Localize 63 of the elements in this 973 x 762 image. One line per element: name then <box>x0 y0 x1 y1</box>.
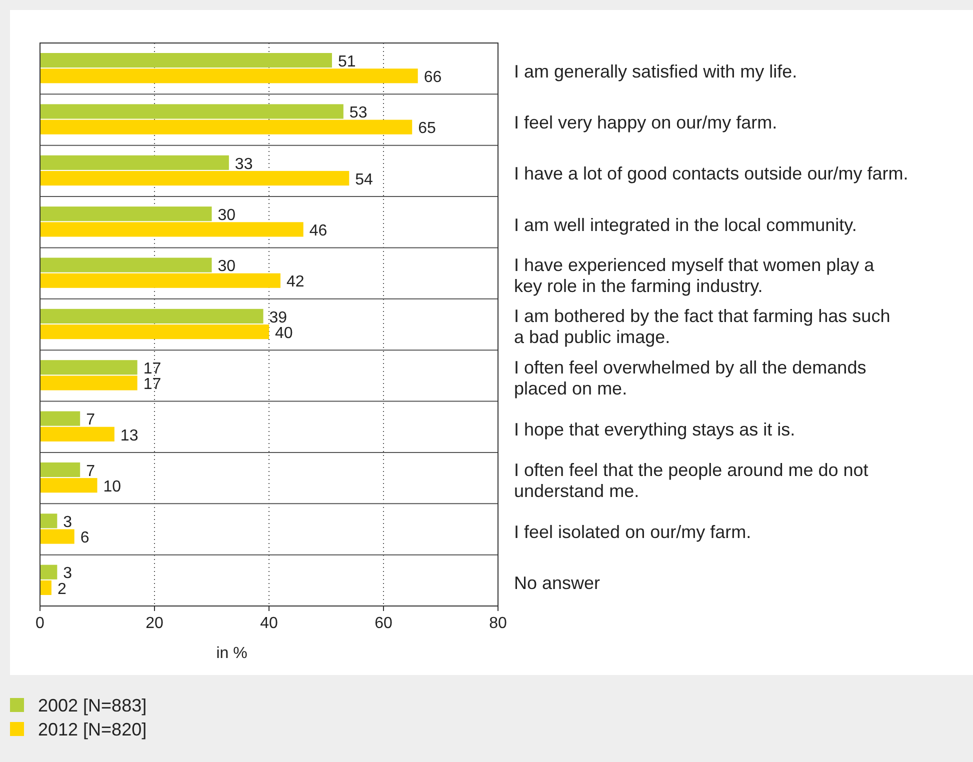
bar <box>40 529 74 544</box>
data-label: 42 <box>286 274 304 291</box>
y-tick-label: I have a lot of good contacts outside our/my farm. <box>514 164 908 184</box>
y-tick-label: I often feel overwhelmed by all the demands placed on me. <box>514 357 866 398</box>
data-label: 65 <box>418 120 436 138</box>
bar <box>40 104 344 119</box>
x-tick-label: 40 <box>260 615 278 632</box>
data-label: 40 <box>275 324 293 342</box>
bar <box>40 324 269 340</box>
x-tick-label: 60 <box>374 615 392 632</box>
bar <box>40 155 229 170</box>
y-tick-label: No answer <box>514 573 600 594</box>
data-label: 7 <box>86 412 96 429</box>
bar <box>40 514 58 528</box>
data-label: 10 <box>103 478 122 496</box>
data-label: 54 <box>355 171 374 188</box>
y-tick-label: I often feel that the people around me do not understand me. <box>514 460 868 501</box>
bar <box>40 170 350 186</box>
bar <box>40 376 138 390</box>
data-label: 3 <box>63 565 72 582</box>
data-label: 30 <box>218 206 236 224</box>
x-tick-label: 20 <box>146 615 164 632</box>
y-tick-label: I hope that everything stays as it is. <box>514 420 796 440</box>
data-label: 13 <box>120 427 138 444</box>
y-tick-label: I feel isolated on our/my farm. <box>514 522 752 542</box>
bar <box>40 308 264 324</box>
bar <box>40 222 304 237</box>
data-label: 46 <box>309 222 328 240</box>
y-tick-label: I feel very happy on our/my farm. <box>514 112 778 132</box>
bar <box>40 564 58 580</box>
data-label: 6 <box>80 530 90 547</box>
y-tick-label: I am bothered by the fact that farming has such a bad public image. <box>514 306 890 348</box>
bar <box>40 360 138 375</box>
bar <box>40 258 212 272</box>
data-label: 53 <box>349 104 368 122</box>
data-label: 33 <box>234 156 253 173</box>
y-tick-label: I have experienced myself that women play a key role in the farming industry. <box>514 255 876 296</box>
data-label: 66 <box>424 68 442 86</box>
bar <box>40 120 412 134</box>
legend-label: 2002 [N=883] <box>38 695 147 716</box>
bar <box>40 206 212 222</box>
y-tick-label: I am well integrated in the local community. <box>514 214 857 235</box>
bar <box>40 68 418 84</box>
bar <box>40 426 114 442</box>
bar <box>40 462 80 478</box>
x-tick-label: 0 <box>36 615 45 632</box>
data-label: 51 <box>338 53 356 70</box>
x-tick-label: 80 <box>489 615 507 632</box>
y-tick-label: I am generally satisfied with my life. <box>514 61 798 82</box>
data-label: 39 <box>269 309 288 326</box>
bar <box>40 580 52 595</box>
data-label: 3 <box>63 514 72 532</box>
data-label: 2 <box>57 580 66 598</box>
bar <box>40 273 280 288</box>
data-label: 7 <box>86 462 96 480</box>
data-label: 30 <box>218 258 236 276</box>
data-label: 17 <box>143 376 162 394</box>
bar <box>40 411 80 426</box>
bar <box>40 53 332 68</box>
bar <box>40 478 98 493</box>
legend-label: 2012 [N=820] <box>38 719 147 740</box>
data-label: 17 <box>143 360 162 378</box>
x-axis-title: in % <box>216 645 248 662</box>
